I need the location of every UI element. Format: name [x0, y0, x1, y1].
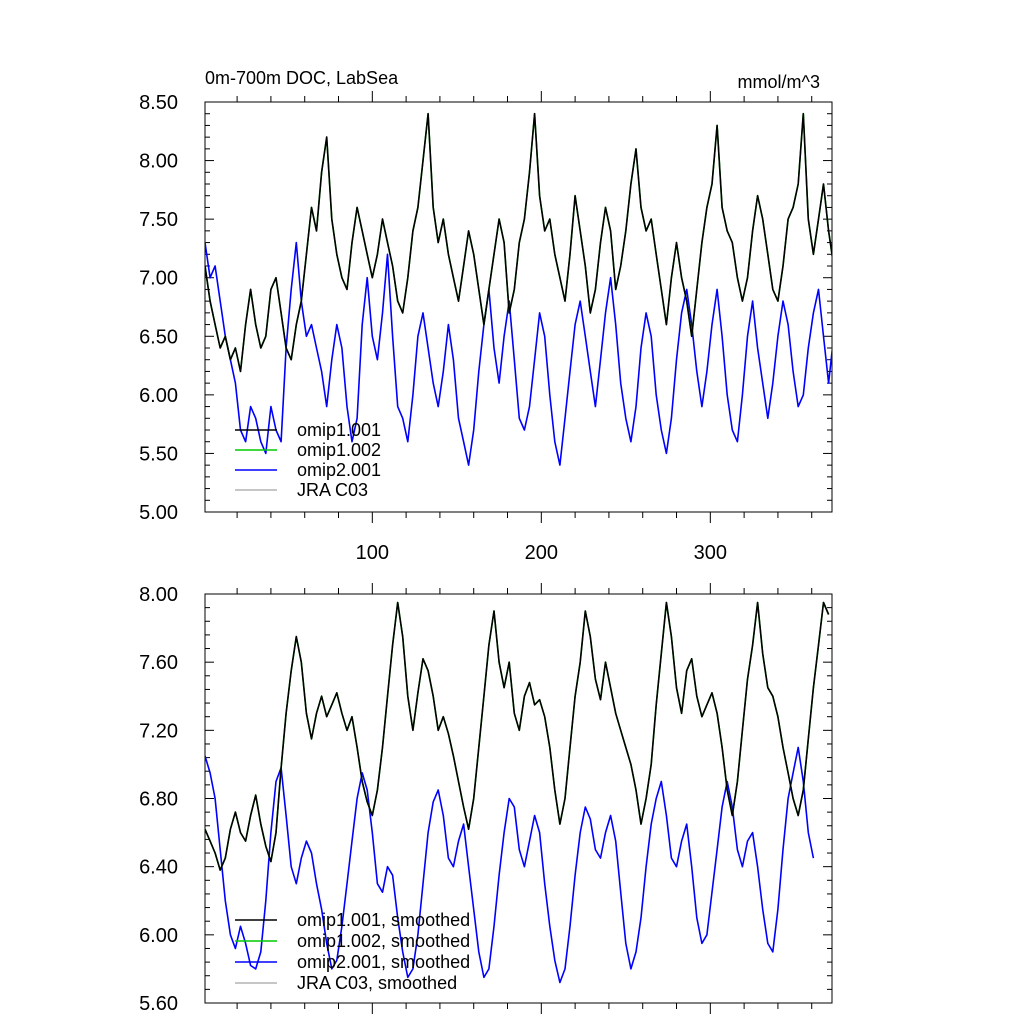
series-line-omip2-001: [205, 241, 832, 466]
y-tick-label: 8.00: [139, 584, 178, 606]
series-line-omip1-001: [205, 112, 832, 373]
y-tick-label: 8.00: [139, 151, 178, 173]
y-tick-label: 6.80: [139, 789, 178, 811]
series-line-omip1-001-smoothed: [205, 601, 830, 871]
y-tick-label: 7.60: [139, 652, 178, 674]
chart-title: 0m-700m DOC, LabSea: [205, 68, 399, 88]
y-tick-label: 7.50: [139, 209, 178, 231]
y-tick-label: 6.50: [139, 326, 178, 348]
legend-label: omip2.001: [297, 460, 381, 480]
units-label: mmol/m^3: [738, 72, 820, 92]
top-panel: 5.00 5.50 6.00 6.50 7.00 7.50 8.00 8.50 100 200 30…: [139, 91, 833, 564]
legend-label: omip1.002, smoothed: [297, 931, 470, 951]
legend-label: JRA C03, smoothed: [297, 973, 457, 993]
legend-label: omip1.001, smoothed: [297, 910, 470, 930]
y-tick-label: 6.00: [139, 385, 178, 407]
legend-label: omip1.002: [297, 440, 381, 460]
y-tick-label: 7.00: [139, 268, 178, 290]
plot-frame: [204, 101, 833, 513]
series-line-omip2-001-smoothed: [205, 746, 815, 984]
y-tick-label: 6.00: [139, 925, 178, 947]
legend-label: JRA C03: [297, 480, 368, 500]
y-tick-label: 7.20: [139, 720, 178, 742]
x-tick-label: 100: [356, 542, 389, 564]
y-tick-label: 5.50: [139, 443, 178, 465]
y-tick-label: 5.00: [139, 502, 178, 524]
x-tick-label: 300: [694, 542, 727, 564]
legend-label: omip1.001: [297, 420, 381, 440]
y-tick-label: 6.40: [139, 857, 178, 879]
legend-label: omip2.001, smoothed: [297, 952, 470, 972]
y-tick-label: 5.60: [139, 993, 178, 1015]
bottom-panel: 5.60 6.00 6.40 6.80 7.20 7.60 8.00 omip1.001, s…: [139, 583, 833, 1015]
x-tick-label: 200: [525, 542, 558, 564]
y-tick-label: 8.50: [139, 92, 178, 114]
